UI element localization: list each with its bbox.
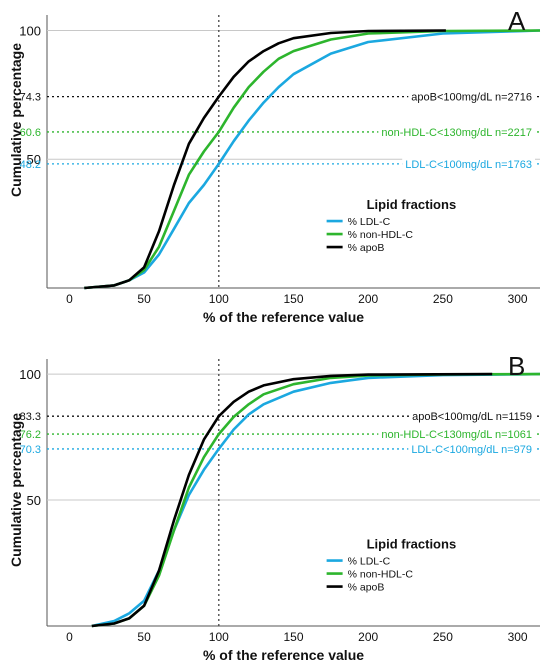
reference-value-label: 76.2 xyxy=(20,429,41,441)
legend-item-label: % apoB xyxy=(348,242,385,254)
x-axis-title: % of the reference value xyxy=(203,647,364,663)
x-tick-label: 150 xyxy=(283,292,303,306)
y-axis-title: Cumulative percentage xyxy=(8,43,24,197)
series-line-non-hdl-c xyxy=(84,29,541,290)
x-tick-label: 250 xyxy=(433,630,453,644)
reference-label-background xyxy=(402,157,535,172)
legend-item-label: % non-HDL-C xyxy=(348,569,414,581)
reference-value-label: 60.6 xyxy=(20,127,41,139)
legend-item-label: % LDL-C xyxy=(348,216,391,228)
reference-value-label: 70.3 xyxy=(20,444,41,456)
legend-item-label: % non-HDL-C xyxy=(348,229,414,241)
legend-item-label: % apoB xyxy=(348,582,385,594)
reference-line-label: non-HDL-C<130mg/dL n=2217 xyxy=(381,127,532,139)
x-tick-label: 150 xyxy=(283,630,303,644)
y-axis-title: Cumulative percentage xyxy=(8,413,24,567)
panel-b: 50 100 0 50 100 150 200 250 300 83.3 apoB<100mg/dL… xyxy=(8,351,541,663)
x-axis-title: % of the reference value xyxy=(203,309,364,325)
panel-letter: B xyxy=(508,351,525,381)
x-tick-label: 200 xyxy=(358,292,378,306)
reference-label-background xyxy=(378,125,535,140)
x-tick-label: 300 xyxy=(508,630,528,644)
x-tick-label: 50 xyxy=(137,630,151,644)
legend-title: Lipid fractions xyxy=(367,197,457,212)
x-tick-label: 250 xyxy=(433,292,453,306)
panel-a: 50 100 0 50 100 150 200 250 300 74.3 apoB<100mg/dL… xyxy=(8,6,541,325)
panel-letter: A xyxy=(508,6,526,36)
x-tick-label: 0 xyxy=(66,292,73,306)
legend-title: Lipid fractions xyxy=(367,537,457,552)
reference-value-label: 83.3 xyxy=(20,411,41,423)
series-line-apob xyxy=(91,372,493,628)
x-tick-label: 100 xyxy=(209,630,229,644)
reference-value-label: 48.2 xyxy=(20,159,41,171)
reference-label-background xyxy=(409,410,535,425)
reference-label-background xyxy=(378,428,535,443)
reference-label-background xyxy=(408,90,535,105)
y-tick-label: 100 xyxy=(19,23,41,38)
y-tick-label: 100 xyxy=(19,367,41,382)
x-tick-label: 100 xyxy=(209,292,229,306)
reference-line-label: apoB<100mg/dL n=1159 xyxy=(412,411,532,423)
reference-line-label: non-HDL-C<130mg/dL n=1061 xyxy=(381,429,532,441)
reference-line-label: LDL-C<100mg/dL n=1763 xyxy=(405,159,532,171)
x-tick-label: 0 xyxy=(66,630,73,644)
reference-value-label: 74.3 xyxy=(20,92,41,104)
series-line-apob xyxy=(84,29,446,290)
x-tick-label: 200 xyxy=(358,630,378,644)
series-line-ldl-c xyxy=(84,29,541,290)
reference-line-label: LDL-C<100mg/dL n=979 xyxy=(411,444,532,456)
y-tick-label: 50 xyxy=(27,493,41,508)
x-tick-label: 50 xyxy=(137,292,151,306)
reference-line-label: apoB<100mg/dL n=2716 xyxy=(411,92,532,104)
x-tick-label: 300 xyxy=(508,292,528,306)
series-line-ldl-c xyxy=(91,372,541,628)
y-tick-label: 50 xyxy=(27,152,41,167)
legend-item-label: % LDL-C xyxy=(348,556,391,568)
reference-label-background xyxy=(408,442,535,457)
